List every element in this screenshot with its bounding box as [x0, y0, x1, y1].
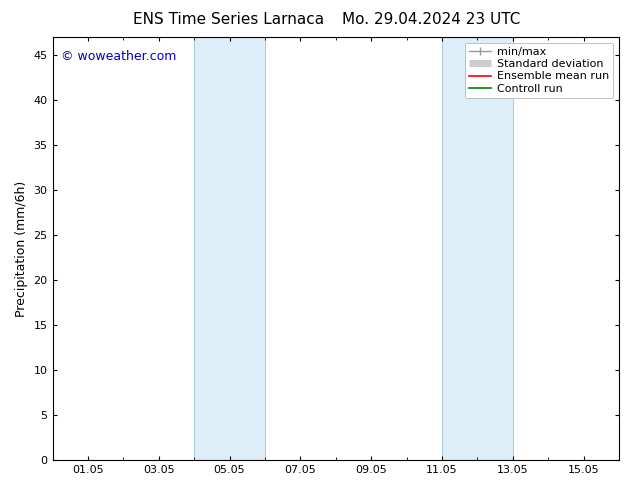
Text: ENS Time Series Larnaca: ENS Time Series Larnaca: [133, 12, 324, 27]
Text: Mo. 29.04.2024 23 UTC: Mo. 29.04.2024 23 UTC: [342, 12, 521, 27]
Text: © woweather.com: © woweather.com: [61, 50, 176, 63]
Legend: min/max, Standard deviation, Ensemble mean run, Controll run: min/max, Standard deviation, Ensemble me…: [465, 43, 614, 98]
Bar: [194, 37, 265, 460]
Bar: [442, 37, 513, 460]
Y-axis label: Precipitation (mm/6h): Precipitation (mm/6h): [15, 180, 28, 317]
